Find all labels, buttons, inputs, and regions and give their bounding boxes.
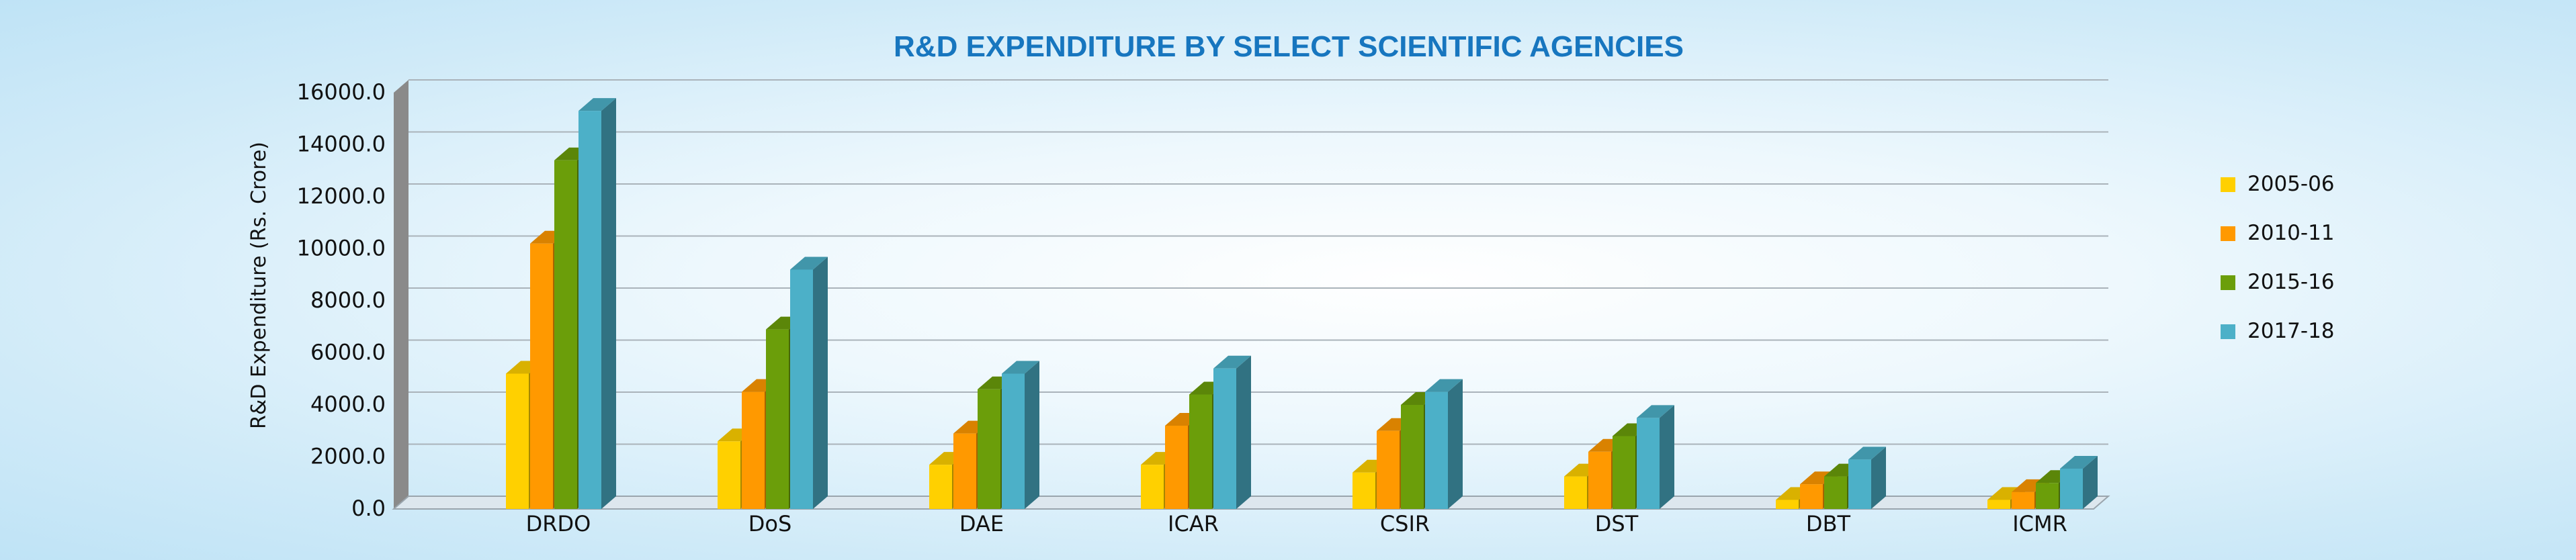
bar-front bbox=[1165, 426, 1188, 509]
bar-front bbox=[554, 160, 577, 509]
bar-side bbox=[1448, 379, 1463, 509]
bar-front bbox=[953, 433, 976, 509]
bar-side bbox=[1871, 447, 1886, 509]
bar-front bbox=[1848, 459, 1871, 509]
bar-front bbox=[1425, 391, 1448, 509]
bar-front bbox=[1637, 418, 1660, 509]
legend-item: 2015-16 bbox=[2221, 270, 2335, 294]
bar-front bbox=[1377, 430, 1400, 509]
y-tick-label: 2000.0 bbox=[310, 444, 386, 469]
legend-label: 2017-18 bbox=[2247, 319, 2335, 343]
legend-item: 2005-06 bbox=[2221, 172, 2335, 196]
bar-front bbox=[1588, 451, 1611, 509]
legend: 2005-06 2010-11 2015-16 2017-18 bbox=[2221, 172, 2335, 343]
bar bbox=[1637, 405, 1674, 509]
bar-front bbox=[1213, 368, 1236, 509]
x-tick-label: DBT bbox=[1806, 511, 1851, 536]
bar-front bbox=[578, 111, 601, 509]
bar-front bbox=[978, 389, 1000, 509]
y-tick-label: 4000.0 bbox=[310, 391, 386, 417]
bar-front bbox=[1189, 394, 1212, 509]
bar bbox=[2060, 455, 2098, 509]
chart-title: R&D EXPENDITURE BY SELECT SCIENTIFIC AGE… bbox=[894, 30, 1684, 63]
bar bbox=[1002, 361, 1039, 509]
bar bbox=[1213, 355, 1251, 509]
bar-side bbox=[813, 256, 828, 509]
y-axis-label: R&D Expenditure (Rs. Crore) bbox=[247, 142, 271, 429]
y-tick-label: 0.0 bbox=[351, 496, 386, 521]
legend-item: 2010-11 bbox=[2221, 221, 2335, 245]
x-tick-label: CSIR bbox=[1380, 511, 1430, 536]
bar-side bbox=[601, 98, 616, 509]
bar-top bbox=[1002, 361, 1039, 374]
bar-front bbox=[718, 441, 740, 509]
bar-top bbox=[1637, 405, 1674, 418]
y-tick-label: 12000.0 bbox=[297, 183, 386, 209]
bar-side bbox=[1025, 361, 1039, 509]
bar-front bbox=[1141, 465, 1164, 509]
x-tick-label: DoS bbox=[748, 511, 792, 536]
bar-front bbox=[1613, 436, 1635, 509]
bar-front bbox=[790, 269, 813, 509]
bar-front bbox=[1987, 500, 2010, 509]
left-wall bbox=[394, 80, 409, 509]
bar-top bbox=[1848, 447, 1886, 460]
bar-side bbox=[2083, 455, 2098, 509]
legend-label: 2010-11 bbox=[2247, 221, 2335, 245]
bar bbox=[790, 256, 828, 509]
legend-swatch bbox=[2221, 177, 2235, 192]
bar-front bbox=[1776, 500, 1799, 509]
x-tick-label: DAE bbox=[959, 511, 1004, 536]
x-tick-label: ICMR bbox=[2012, 511, 2067, 536]
grid-lines bbox=[409, 79, 2108, 445]
bar-top bbox=[1425, 379, 1463, 392]
legend-label: 2005-06 bbox=[2247, 172, 2335, 196]
bar bbox=[1425, 379, 1463, 509]
x-tick-label: ICAR bbox=[1168, 511, 1219, 536]
y-tick-label: 8000.0 bbox=[310, 287, 386, 313]
bar-front bbox=[1564, 476, 1587, 509]
bar-top bbox=[578, 98, 616, 111]
y-tick-label: 6000.0 bbox=[310, 340, 386, 365]
bar-front bbox=[2036, 483, 2059, 509]
legend-swatch bbox=[2221, 275, 2235, 290]
bar-side bbox=[1236, 355, 1251, 509]
axis-labels: 0.0 2000.0 4000.0 6000.0 8000.0 10000.0 12000.… bbox=[297, 79, 2067, 536]
bar-front bbox=[742, 391, 765, 509]
x-tick-label: DST bbox=[1595, 511, 1639, 536]
legend-swatch bbox=[2221, 226, 2235, 241]
bar bbox=[578, 98, 616, 509]
bar-front bbox=[530, 243, 553, 509]
bar-side bbox=[1660, 405, 1674, 509]
bars bbox=[506, 98, 2098, 509]
bar-front bbox=[1353, 472, 1375, 509]
bar-top bbox=[1213, 355, 1251, 369]
legend-swatch bbox=[2221, 324, 2235, 339]
x-tick-label: DRDO bbox=[526, 511, 591, 536]
bar-front bbox=[2060, 468, 2083, 509]
bar-front bbox=[1002, 373, 1025, 509]
bar-front bbox=[1824, 476, 1847, 509]
bar bbox=[1848, 447, 1886, 509]
y-tick-label: 10000.0 bbox=[297, 236, 386, 261]
bar-front bbox=[2012, 492, 2034, 509]
legend-label: 2015-16 bbox=[2247, 270, 2335, 294]
bar-front bbox=[1401, 405, 1424, 509]
y-tick-label: 14000.0 bbox=[297, 132, 386, 157]
bar-front bbox=[506, 373, 529, 509]
legend-item: 2017-18 bbox=[2221, 319, 2335, 343]
bar-front bbox=[766, 329, 789, 509]
bar-top bbox=[790, 256, 828, 270]
bar-front bbox=[929, 465, 952, 509]
bar-top bbox=[2060, 455, 2098, 469]
bar-front bbox=[1800, 484, 1823, 509]
y-tick-label: 16000.0 bbox=[297, 79, 386, 105]
